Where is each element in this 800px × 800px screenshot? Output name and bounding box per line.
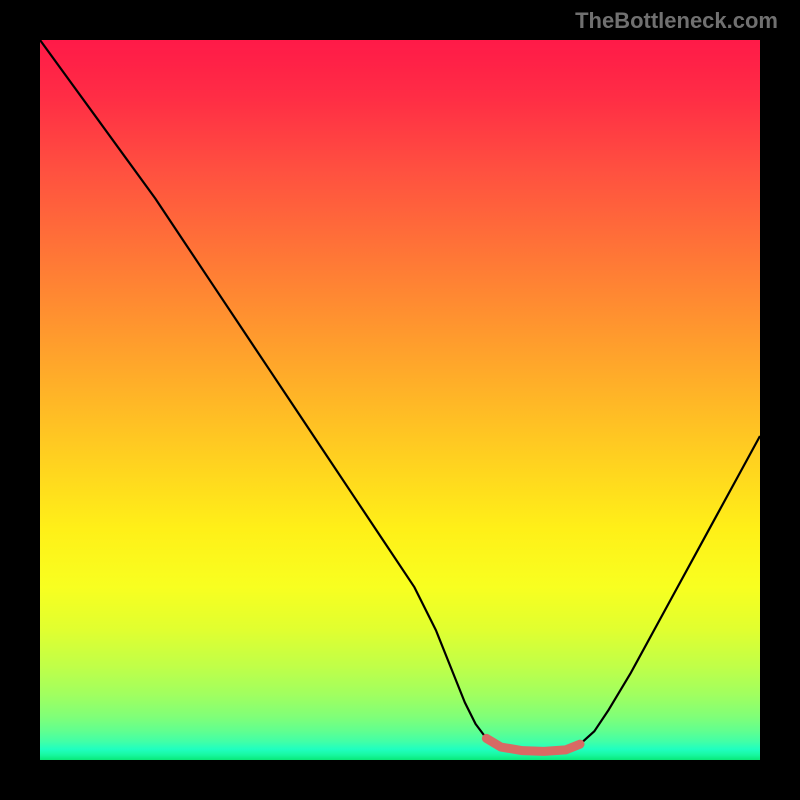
- plot-background: [40, 40, 760, 760]
- chart-container: TheBottleneck.com: [0, 0, 800, 800]
- plot-area: [40, 40, 760, 760]
- watermark-text: TheBottleneck.com: [575, 8, 778, 34]
